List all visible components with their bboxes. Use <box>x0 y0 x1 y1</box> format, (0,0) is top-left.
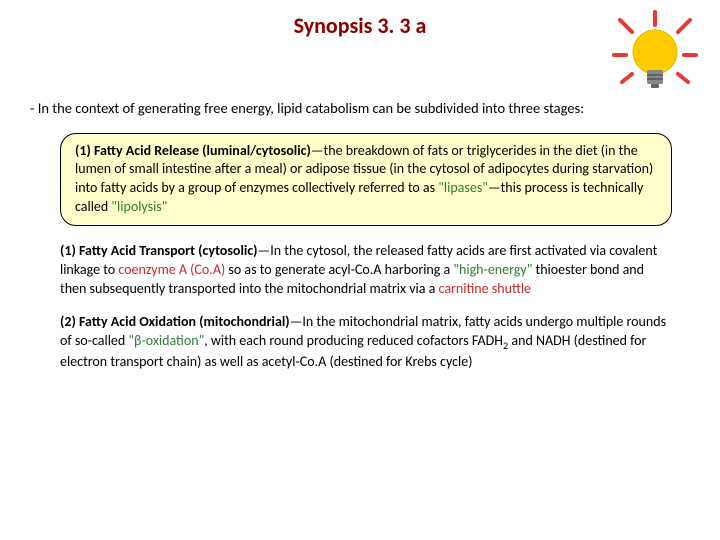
stage-2-term-highenergy: "high-energy" <box>453 261 532 278</box>
lightbulb-icon <box>610 10 700 100</box>
intro-content: In the context of generating free energy… <box>38 99 584 117</box>
stage-2-label: (1) Fatty Acid Transport (cytosolic) <box>60 242 258 259</box>
stage-2-term-carnitine: carnitine shuttle <box>439 280 532 297</box>
intro-text: - In the context of generating free ener… <box>30 99 690 119</box>
stage-2-para: (1) Fatty Acid Transport (cytosolic)—In … <box>60 242 672 299</box>
stage-1-label: (1) Fatty Acid Release (luminal/cytosoli… <box>75 142 311 159</box>
page-title: Synopsis 3. 3 a <box>30 12 690 39</box>
stage-3-para: (2) Fatty Acid Oxidation (mitochondrial)… <box>60 313 672 372</box>
stage-3-text-2: , with each round producing reduced cofa… <box>204 332 503 349</box>
stage-3-label: (2) Fatty Acid Oxidation (mitochondrial) <box>60 313 290 330</box>
stage-3-term-betaox: "β-oxidation" <box>128 332 204 349</box>
stage-1-term-lipolysis: "lipolysis" <box>111 198 167 215</box>
stage-1-box: (1) Fatty Acid Release (luminal/cytosoli… <box>60 133 672 227</box>
stage-2-text-2: so as to generate acyl-Co.A harboring a <box>225 261 453 278</box>
stage-2-term-coa: coenzyme A (Co.A) <box>118 261 225 278</box>
intro-bullet: - <box>30 99 38 117</box>
stage-1-term-lipases: "lipases" <box>438 179 488 196</box>
